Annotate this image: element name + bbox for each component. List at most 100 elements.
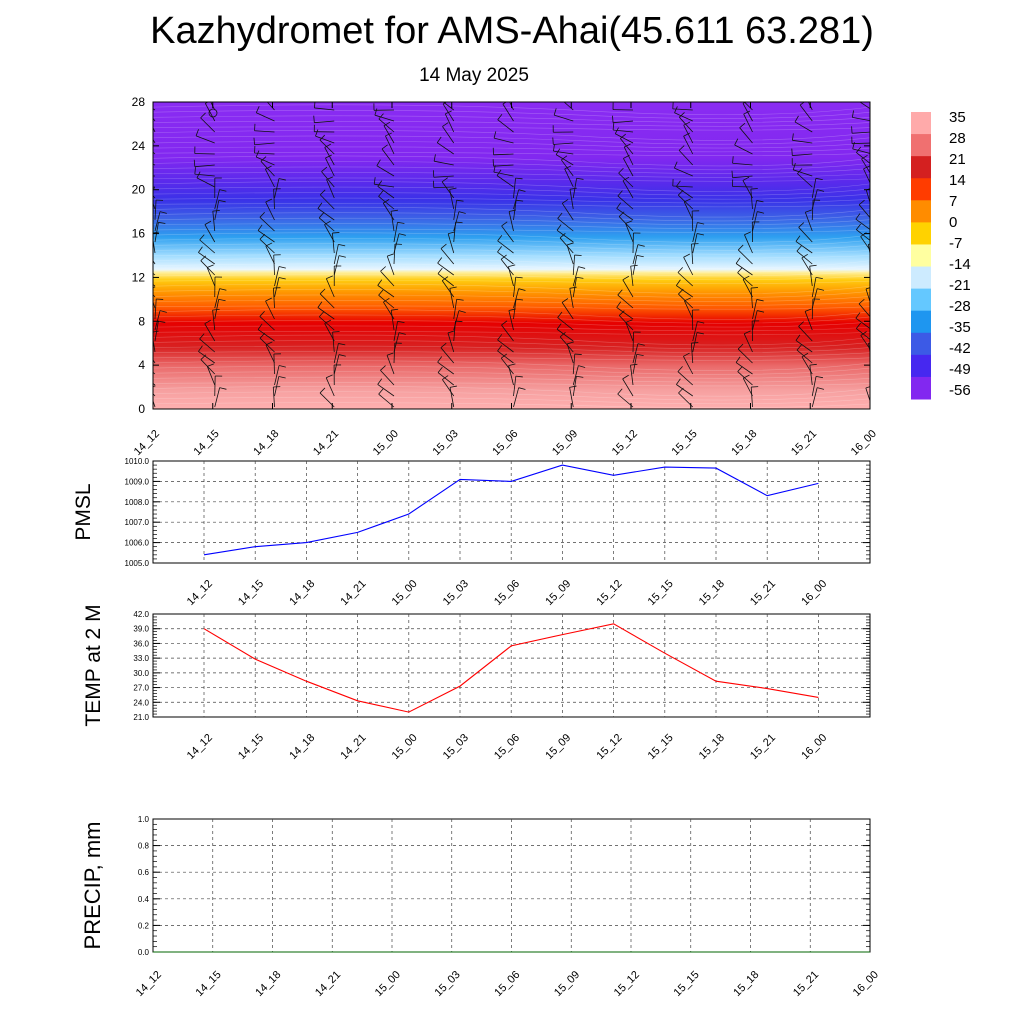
wind-barb — [860, 335, 870, 350]
y-tick-label: 24 — [132, 139, 146, 153]
wind-barb — [856, 152, 870, 164]
wind-barb — [622, 378, 634, 397]
wind-barb — [569, 189, 574, 210]
wind-barb — [872, 277, 874, 297]
wind-barb — [750, 288, 753, 309]
x-tick-label: 14_18 — [251, 428, 281, 458]
wind-barb-flag — [455, 221, 463, 224]
wind-barb — [500, 357, 514, 375]
wind-barb — [153, 300, 156, 309]
wind-barb — [210, 102, 216, 111]
y-tick-label: 36.0 — [133, 639, 149, 648]
wind-barb — [679, 116, 694, 133]
wind-barb-flag — [852, 142, 855, 149]
wind-barb-flag — [458, 211, 466, 214]
wind-barb-flag — [200, 354, 207, 360]
contour-line — [153, 243, 870, 251]
wind-barb-flag — [552, 137, 554, 145]
wind-barb — [453, 200, 457, 221]
wind-barb-flag — [326, 176, 334, 180]
wind-barb — [440, 248, 455, 265]
wind-barb — [865, 189, 870, 204]
wind-barb — [692, 332, 698, 353]
wind-barb — [852, 131, 870, 134]
wind-barb — [676, 186, 693, 199]
colorbar-segment — [911, 332, 931, 356]
wind-barb-flag — [817, 387, 825, 390]
wind-barb-flag — [805, 209, 813, 213]
wind-barb — [497, 240, 514, 254]
wind-barb-flag — [637, 343, 645, 346]
wind-barb — [214, 299, 220, 320]
wind-barb — [259, 217, 275, 232]
y-tick-label: 0.4 — [138, 895, 150, 904]
wind-barb — [437, 273, 454, 287]
wind-barb-flag — [856, 322, 862, 329]
x-tick-label: 14_15 — [194, 969, 224, 999]
wind-barb-flag — [796, 344, 802, 351]
wind-barb — [442, 126, 455, 144]
x-tick-label: 14_21 — [338, 578, 368, 608]
y-tick-label: 1009.0 — [125, 477, 150, 486]
wind-barb — [872, 376, 873, 396]
wind-barb-flag — [676, 279, 681, 286]
wind-barb — [204, 103, 216, 122]
wind-barb-flag — [865, 287, 870, 290]
wind-barb-flag — [381, 144, 388, 150]
wind-barb — [513, 178, 516, 199]
colorbar-label: -7 — [949, 235, 962, 252]
y-tick-label: 33.0 — [133, 654, 149, 663]
wind-barb — [737, 272, 753, 287]
wind-barb-flag — [219, 288, 227, 291]
wind-barb — [616, 307, 634, 320]
wind-barb-flag — [676, 180, 681, 187]
wind-barb-flag — [259, 211, 265, 218]
x-tick-label: 15_00 — [371, 428, 401, 458]
wind-barb — [872, 178, 874, 198]
wind-barb — [566, 244, 574, 265]
wind-barb-flag — [493, 131, 497, 139]
colorbar-label: -42 — [949, 340, 971, 357]
colorbar-label: 7 — [949, 193, 957, 210]
wind-barb-flag — [684, 297, 691, 302]
wind-barb — [796, 250, 813, 265]
wind-barb — [199, 338, 216, 353]
wind-barb-flag — [801, 352, 809, 358]
wind-barb-flag — [253, 137, 255, 145]
contour-line — [153, 206, 870, 218]
contour-line — [153, 340, 870, 350]
wind-barb-flag — [578, 266, 586, 269]
wind-barb-flag — [449, 385, 457, 388]
wind-barb-flag — [809, 264, 817, 267]
wind-barb — [501, 324, 514, 342]
wind-barb-flag — [630, 363, 638, 366]
wind-barb — [872, 366, 877, 385]
wind-barb-flag — [798, 321, 804, 327]
colorbar-segment — [911, 156, 931, 179]
wind-barb — [804, 311, 813, 331]
colorbar-label: 21 — [949, 151, 966, 168]
wind-barb — [555, 154, 574, 166]
wind-barb-flag — [212, 308, 220, 311]
wind-barb — [333, 343, 339, 364]
x-tick-label: 15_15 — [670, 428, 700, 458]
wind-barb-flag — [332, 331, 340, 333]
wind-barb-flag — [377, 180, 383, 187]
y-tick-label: 1.0 — [138, 815, 150, 824]
wind-barb-flag — [385, 132, 392, 137]
wind-barb-flag — [383, 121, 391, 127]
y-tick-label: 28 — [132, 95, 146, 109]
wind-barb-flag — [212, 210, 220, 212]
wind-barb — [613, 129, 634, 133]
x-tick-label: 15_15 — [672, 969, 702, 999]
wind-barb-flag — [742, 102, 747, 104]
wind-barb — [752, 200, 758, 221]
wind-barb-flag — [326, 374, 333, 379]
wind-barb-flag — [817, 189, 825, 192]
wind-barb — [493, 137, 514, 144]
wind-barb-flag — [265, 297, 272, 302]
wind-barb — [259, 238, 275, 254]
wind-barb-flag — [735, 257, 741, 264]
wind-barb — [690, 343, 694, 364]
